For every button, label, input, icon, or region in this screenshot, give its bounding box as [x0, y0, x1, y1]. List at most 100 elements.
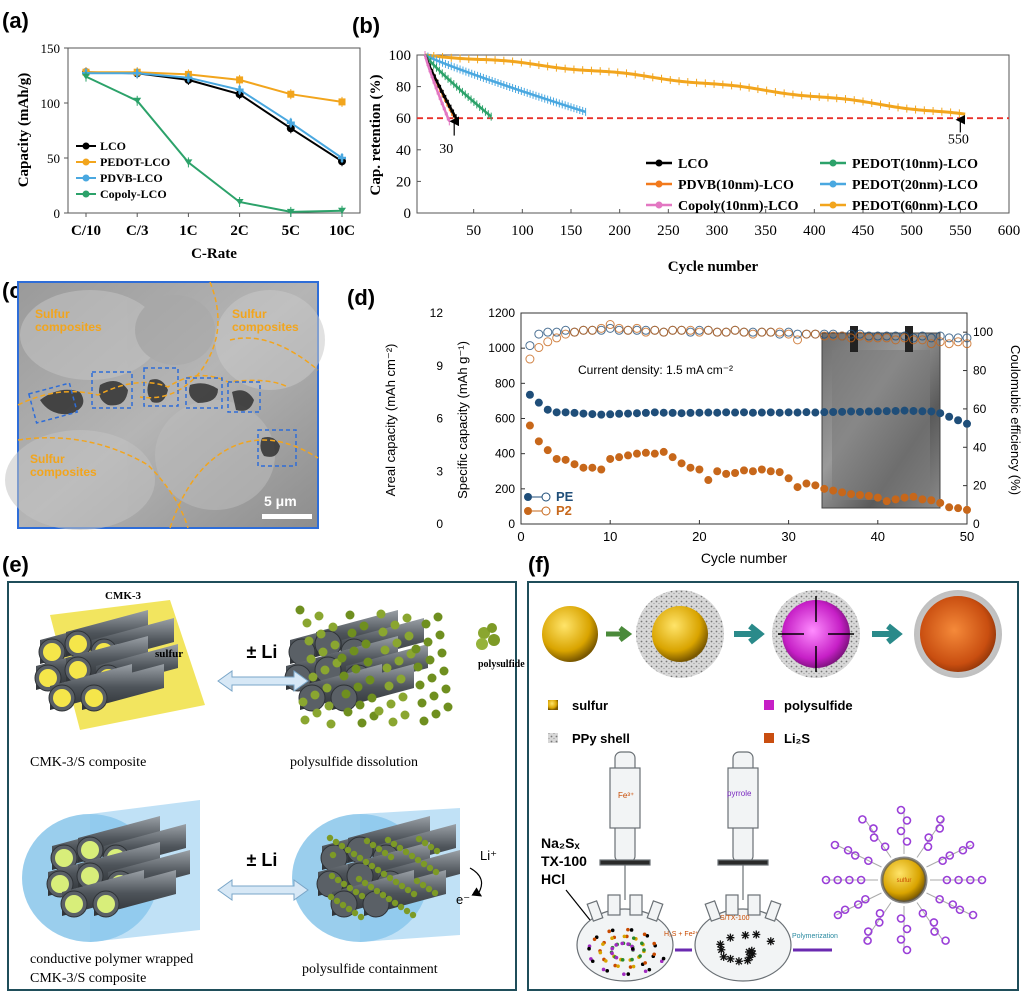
chart-d-ce-point [962, 339, 972, 349]
contained-polysulfide-dot [397, 903, 405, 911]
chart-d-ce-point [561, 329, 571, 339]
chart-d-xtick-label: 10 [603, 529, 617, 544]
ppy-ring [945, 851, 955, 860]
polysulfide-dot [304, 636, 314, 646]
contained-polysulfide-dot [328, 872, 336, 880]
flask1-particle [610, 936, 614, 941]
chart-d-point [757, 465, 766, 474]
flask1-particle [626, 972, 631, 976]
chart-d-ce-point [632, 325, 642, 335]
ppy-ring [918, 909, 928, 918]
polysulfide-dot [443, 702, 453, 712]
flask1-particle [652, 952, 657, 957]
chart-b-legend-label: PEDOT(10nm)-LCO [852, 157, 978, 172]
flask1-particle [610, 951, 614, 956]
final-particle [882, 858, 926, 902]
double-arrow-bottom [217, 879, 309, 901]
chart-d-point [829, 486, 838, 495]
sem-label-2: Sulfur composites [232, 307, 299, 334]
polysulfide-dot [318, 647, 328, 657]
flask1-particle [610, 928, 615, 933]
chart-b-xtick-label: 350 [754, 223, 777, 239]
chart-d-areal-tick-label: 0 [436, 517, 443, 531]
polysulfide-dot [324, 701, 334, 711]
chart-d-point [838, 407, 847, 416]
reagent-2: TX-100 [541, 853, 587, 869]
contained-polysulfide-dot [425, 885, 433, 893]
chart-d-ce-point [543, 337, 553, 347]
polysulfide-dot [376, 609, 386, 619]
ppy-ring [821, 875, 831, 885]
chart-d-point [632, 449, 641, 458]
chart-d-point [624, 409, 633, 418]
ppy-ring [875, 918, 884, 927]
polysulfide-dot [326, 719, 336, 729]
chart-b-legend-marker [655, 180, 663, 188]
wrapped-composite-illustration [22, 800, 200, 942]
chart-a-ytick-label: 0 [54, 206, 61, 221]
chart-d-point [641, 448, 650, 457]
chart-d-point [864, 407, 873, 416]
chart-d-ce-point [864, 333, 874, 343]
chart-d-ce-point [855, 331, 865, 341]
chart-d-ytick-label: 1000 [488, 341, 515, 355]
contained-polysulfide-dot [326, 834, 334, 842]
rod-core [81, 841, 99, 859]
ppy-ring [955, 905, 965, 915]
contained-polysulfide-dot [410, 890, 418, 898]
panel-label-b: (b) [352, 13, 380, 38]
flask1-particle [614, 955, 619, 960]
ppy-ring [880, 842, 890, 851]
chart-b-ytick-label: 20 [396, 174, 411, 190]
chart-d-point [543, 405, 552, 414]
flask1-particle [610, 946, 614, 951]
polysulfide-dot [437, 648, 447, 658]
legend-ppy-swatch [548, 733, 558, 743]
chart-d-point [847, 490, 856, 499]
polysulfide-dot [349, 646, 359, 656]
chart-d-ce-point [784, 327, 794, 337]
contained-polysulfide-dot [384, 836, 392, 844]
flask1-particle [643, 961, 647, 965]
chart-d-ce-point [953, 333, 963, 343]
chart-d-ce-point [525, 341, 535, 351]
chart-d-ce-point [534, 329, 544, 339]
legend-polysulfide: polysulfide [784, 698, 853, 713]
chart-b-xtick-label: 50 [466, 223, 481, 239]
reagent-3: HCl [541, 871, 565, 887]
chart-d-point [882, 497, 891, 506]
chart-d-point [561, 455, 570, 464]
flask1-particle [647, 967, 652, 972]
flask2-micelle [726, 933, 735, 942]
chart-d-y2tick-label: 40 [973, 440, 987, 454]
flask2-micelle [717, 945, 726, 954]
chart-d-ce-point [685, 327, 695, 337]
chart-d-point [731, 408, 740, 417]
electron-label: e⁻ [456, 892, 470, 907]
panel-label-d: (d) [347, 285, 375, 310]
chart-d-areal-tick-label: 12 [430, 306, 444, 320]
chart-a-legend-label: Copoly-LCO [100, 187, 167, 201]
li-label-bottom: ± Li [247, 850, 278, 870]
flask1-particle [626, 927, 630, 932]
chart-d-point [677, 409, 686, 418]
contained-polysulfide-dot [433, 847, 441, 855]
flask1-particle [607, 929, 611, 934]
chart-d-ce-point [748, 327, 758, 337]
chart-d-ce-point [605, 323, 615, 333]
chart-a: Capacity (mAh/g) C-Rate 0 50 100 150 C/10 C/3… [16, 41, 361, 262]
contained-polysulfide-dot [358, 892, 366, 900]
chart-d-ce-point [917, 331, 927, 341]
chart-d-y2tick-label: 20 [973, 479, 987, 493]
contained-polysulfide-dot [362, 858, 370, 866]
chart-a-point [133, 69, 142, 78]
chart-a-frame [67, 47, 361, 214]
chart-d-point [873, 493, 882, 502]
ppy-ring [850, 851, 860, 860]
chart-d-ytick-label: 0 [508, 517, 515, 531]
polysulfide-dot [388, 717, 398, 727]
chart-b-series-line [424, 53, 966, 116]
contained-polysulfide-dot [369, 841, 377, 849]
chart-a-legend-marker [82, 142, 90, 150]
polysulfide-dot [400, 710, 410, 720]
